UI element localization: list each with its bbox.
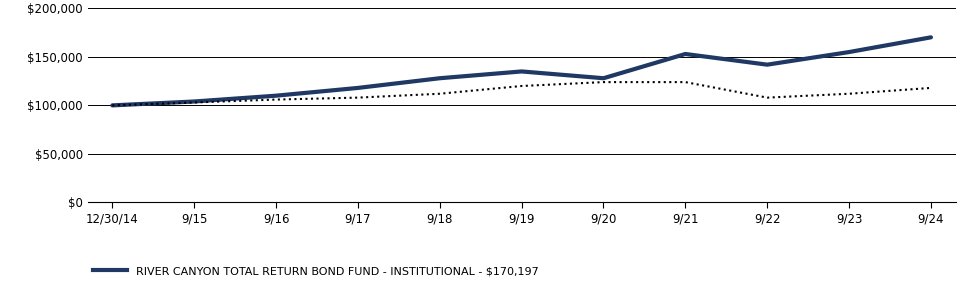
Legend: RIVER CANYON TOTAL RETURN BOND FUND - INSTITUTIONAL - $170,197, BLOOMBERG U.S. A: RIVER CANYON TOTAL RETURN BOND FUND - IN… xyxy=(94,266,538,281)
